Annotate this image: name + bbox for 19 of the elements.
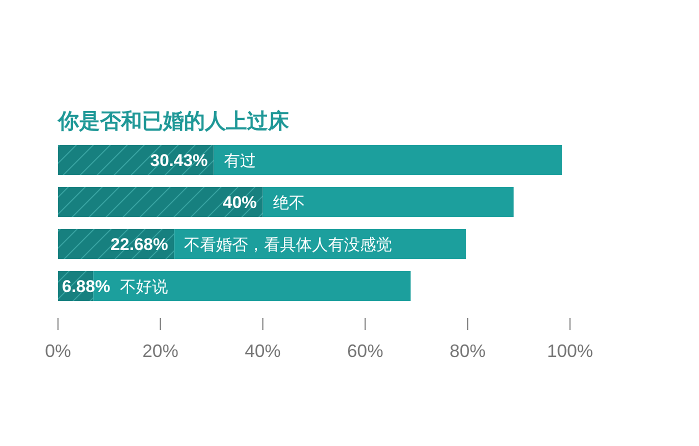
data-label: 22.68%	[110, 235, 168, 254]
x-tick-label: 20%	[142, 341, 178, 361]
x-tick-label: 100%	[546, 341, 594, 361]
y-tick-label: 有过	[224, 152, 256, 170]
bar	[58, 187, 263, 217]
data-label: 6.88%	[62, 277, 110, 296]
x-tick-label: 0%	[44, 341, 72, 361]
x-tick-label: 40%	[244, 341, 281, 361]
data-label: 30.43%	[150, 151, 208, 170]
bar	[262, 187, 514, 217]
data-label: 40%	[222, 193, 257, 212]
y-tick-label: 不好说	[120, 278, 168, 296]
x-tick-label: 60%	[347, 341, 384, 361]
bar	[214, 145, 562, 175]
bar	[58, 145, 214, 175]
y-tick-label: 不看婚否，看具体人有没感觉	[184, 236, 392, 254]
y-tick-label: 绝不	[272, 195, 305, 212]
x-tick-label: 80%	[450, 341, 486, 361]
chart-title: 你是否和已婚的人上过床	[57, 109, 290, 133]
